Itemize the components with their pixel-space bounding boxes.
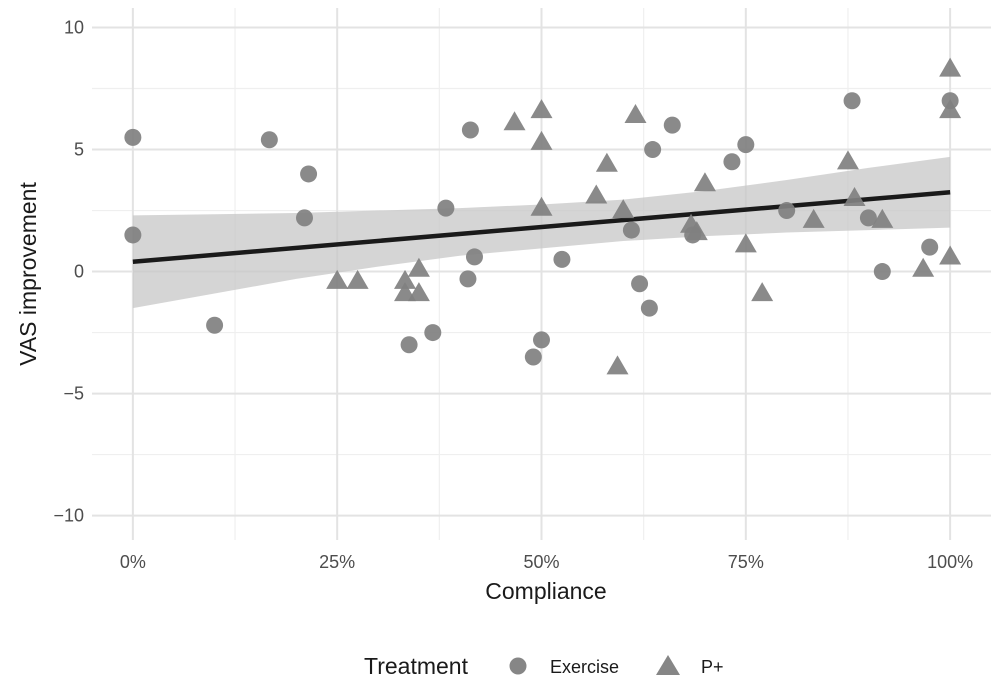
exercise-point <box>663 116 681 134</box>
exercise-point <box>859 209 877 227</box>
exercise-point <box>631 275 649 293</box>
y-tick-label: −5 <box>63 384 84 404</box>
legend-circle-icon <box>509 657 527 675</box>
exercise-point <box>644 141 662 159</box>
p-plus-point <box>624 103 647 123</box>
p-plus-point <box>394 269 417 289</box>
p-plus-point <box>685 221 708 241</box>
p-plus-point <box>939 245 962 265</box>
trend-line <box>132 190 951 265</box>
exercise-point <box>124 128 142 146</box>
x-tick-label: 50% <box>523 552 559 572</box>
exercise-point <box>400 336 418 354</box>
p-plus-point <box>503 111 526 131</box>
p-plus-point <box>912 257 935 277</box>
exercise-point <box>622 221 640 239</box>
legend-title: Treatment <box>364 653 469 679</box>
exercise-point <box>461 121 479 139</box>
p-plus-point <box>843 186 866 206</box>
legend: Treatment Exercise P+ <box>364 653 724 679</box>
y-tick-labels: −10 −5 0 5 10 <box>53 18 84 526</box>
p-plus-point <box>595 152 618 172</box>
p-plus-point <box>585 184 608 204</box>
legend-label-p-plus: P+ <box>701 657 724 677</box>
exercise-point <box>737 136 755 154</box>
exercise-point <box>524 348 542 366</box>
exercise-point <box>300 165 318 183</box>
exercise-point <box>424 324 442 342</box>
legend-label-exercise: Exercise <box>550 657 619 677</box>
exercise-point <box>921 238 939 256</box>
p-plus-point <box>939 99 962 119</box>
x-tick-label: 25% <box>319 552 355 572</box>
p-plus-point <box>693 172 716 192</box>
exercise-point <box>533 331 550 349</box>
p-plus-point <box>802 208 825 228</box>
exercise-point <box>553 250 571 268</box>
y-tick-label: 10 <box>64 18 84 38</box>
p-plus-point <box>326 269 349 289</box>
exercise-point <box>873 263 891 281</box>
p-plus-point <box>530 99 553 119</box>
trend-line-layer <box>132 190 951 265</box>
data-points-layer <box>124 57 962 375</box>
x-tick-label: 75% <box>728 552 764 572</box>
p-plus-point <box>939 57 962 77</box>
legend-triangle-icon <box>656 655 680 675</box>
y-tick-label: 0 <box>74 262 84 282</box>
p-plus-point <box>407 282 430 302</box>
exercise-point <box>459 270 477 288</box>
p-plus-point <box>612 199 635 219</box>
p-plus-point <box>530 130 553 150</box>
exercise-point <box>260 131 278 149</box>
p-plus-point <box>734 233 757 253</box>
p-plus-point <box>751 282 774 302</box>
exercise-point <box>124 226 142 244</box>
p-plus-point <box>871 208 894 228</box>
exercise-point <box>295 209 313 227</box>
p-plus-point <box>346 269 369 289</box>
p-plus-point <box>530 196 553 216</box>
exercise-point <box>465 248 483 266</box>
x-tick-label: 0% <box>120 552 146 572</box>
y-axis-title: VAS improvement <box>15 182 41 366</box>
exercise-point <box>640 299 658 317</box>
p-plus-point <box>394 282 417 302</box>
p-plus-point <box>407 257 430 277</box>
exercise-point <box>437 199 455 217</box>
exercise-point <box>778 202 796 220</box>
x-axis-title: Compliance <box>485 578 606 604</box>
x-tick-label: 100% <box>927 552 973 572</box>
exercise-point <box>723 153 741 171</box>
p-plus-point <box>606 355 629 375</box>
exercise-point <box>206 316 224 334</box>
y-tick-label: −10 <box>53 506 84 526</box>
y-tick-label: 5 <box>74 140 84 160</box>
p-plus-point <box>836 150 859 170</box>
exercise-point <box>843 92 861 110</box>
x-tick-labels: 0% 25% 50% 75% 100% <box>120 552 973 572</box>
